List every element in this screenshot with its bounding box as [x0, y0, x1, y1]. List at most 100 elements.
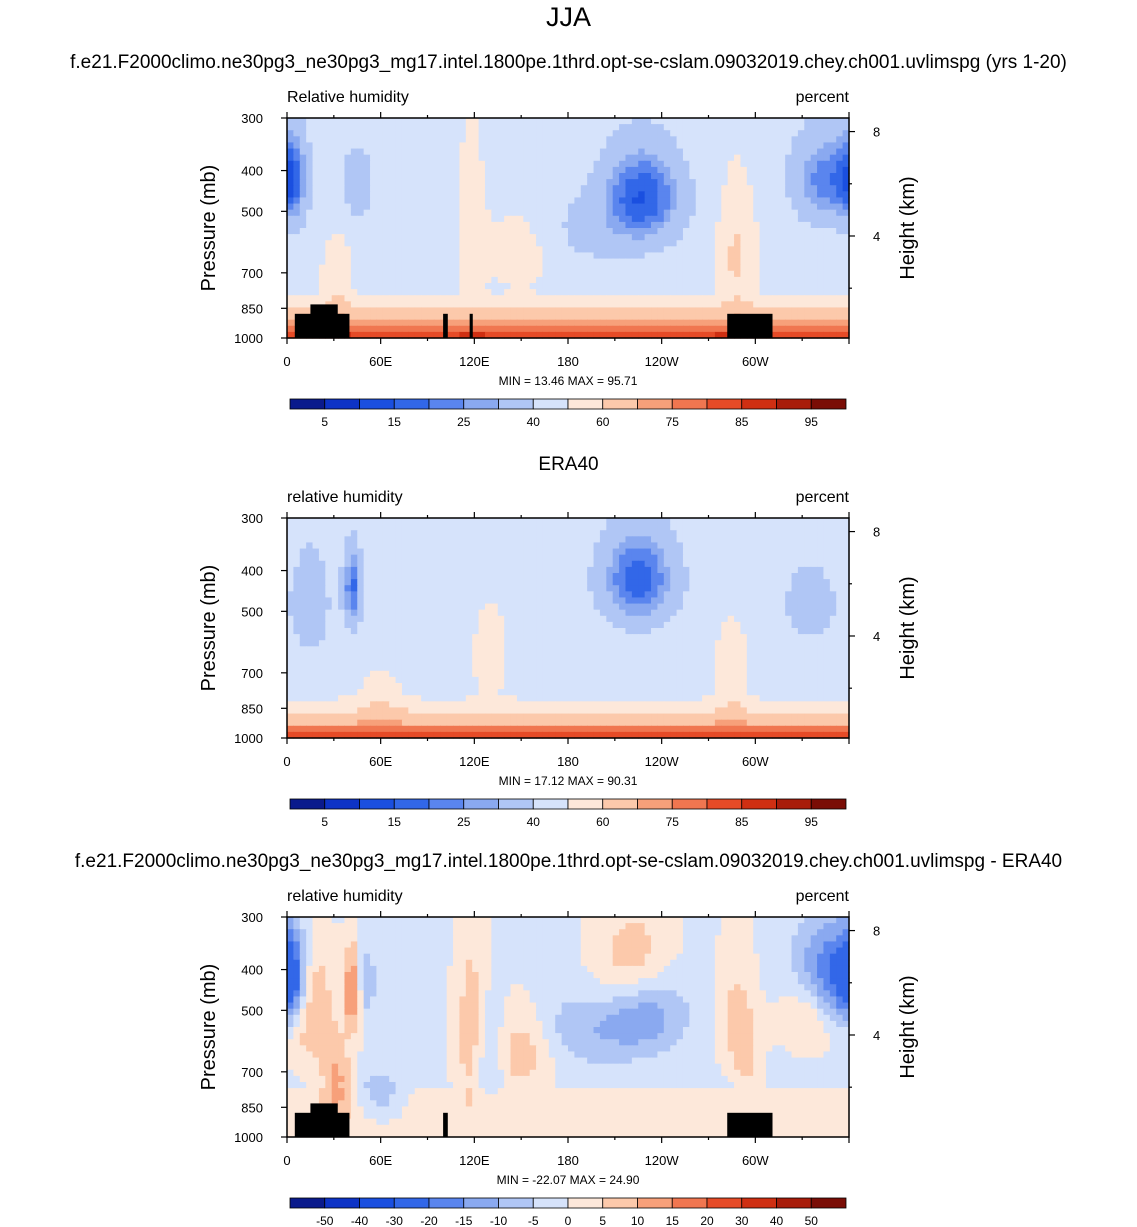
- field-cell: [682, 524, 690, 531]
- field-cell: [510, 621, 518, 629]
- field-cell: [657, 615, 665, 623]
- field-cell: [817, 276, 825, 284]
- field-cell: [714, 215, 722, 223]
- field-cell: [676, 573, 684, 580]
- field-cell: [829, 524, 837, 531]
- field-cell: [491, 542, 499, 550]
- field-cell: [433, 621, 441, 629]
- field-cell: [797, 560, 805, 568]
- field-cell: [357, 542, 365, 550]
- field-cell: [772, 524, 780, 531]
- field-cell: [746, 246, 754, 254]
- field-cell: [734, 240, 742, 247]
- field-cell: [325, 530, 333, 537]
- field-cell: [561, 628, 569, 635]
- field-cell: [395, 173, 403, 180]
- field-cell: [676, 307, 684, 315]
- field-cell: [510, 554, 518, 562]
- field-cell: [293, 530, 301, 537]
- field-cell: [651, 124, 659, 131]
- field-cell: [382, 270, 390, 278]
- field-cell: [293, 228, 301, 235]
- field-cell: [759, 221, 767, 229]
- field-cell: [663, 166, 671, 174]
- field-cell: [401, 289, 409, 296]
- field-cell: [619, 179, 627, 186]
- field-cell: [529, 603, 537, 611]
- field-cell: [433, 154, 441, 162]
- field-cell: [612, 228, 620, 235]
- field-cell: [778, 536, 786, 544]
- field-cell: [516, 136, 524, 144]
- field-cell: [810, 289, 818, 296]
- field-cell: [491, 295, 499, 302]
- field-cell: [619, 264, 627, 272]
- field-cell: [836, 136, 844, 144]
- field-cell: [638, 264, 646, 272]
- field-cell: [587, 215, 595, 223]
- field-cell: [306, 252, 314, 260]
- field-cell: [676, 621, 684, 629]
- field-cell: [344, 215, 352, 223]
- field-cell: [625, 591, 633, 599]
- field-cell: [382, 191, 390, 199]
- field-cell: [810, 319, 818, 327]
- field-cell: [670, 603, 678, 611]
- field-cell: [510, 283, 518, 290]
- field-cell: [580, 160, 588, 168]
- field-cell: [651, 307, 659, 315]
- field-cell: [791, 524, 799, 531]
- field-cell: [338, 166, 346, 174]
- field-cell: [842, 252, 850, 260]
- field-cell: [338, 530, 346, 537]
- field-cell: [484, 191, 492, 199]
- field-cell: [574, 585, 582, 592]
- field-cell: [612, 246, 620, 254]
- field-cell: [338, 240, 346, 247]
- field-cell: [497, 118, 505, 125]
- field-cell: [523, 548, 531, 556]
- field-cell: [306, 173, 314, 180]
- field-cell: [287, 597, 294, 605]
- field-cell: [548, 615, 556, 623]
- field-cell: [772, 136, 780, 144]
- field-cell: [829, 319, 837, 327]
- field-cell: [363, 325, 371, 333]
- field-cell: [389, 615, 397, 623]
- field-cell: [580, 228, 588, 235]
- field-cell: [472, 319, 480, 327]
- field-cell: [523, 228, 531, 235]
- field-cell: [331, 289, 339, 296]
- field-cell: [625, 246, 633, 254]
- field-cell: [676, 264, 684, 272]
- field-cell: [561, 554, 569, 562]
- field-cell: [536, 609, 544, 617]
- field-cell: [638, 573, 646, 580]
- field-cell: [312, 179, 320, 186]
- field-cell: [785, 215, 793, 223]
- field-cell: [510, 301, 518, 309]
- field-cell: [791, 166, 799, 174]
- field-cell: [504, 264, 512, 272]
- field-cell: [446, 240, 454, 247]
- field-cell: [389, 566, 397, 574]
- field-cell: [446, 331, 454, 339]
- field-cell: [682, 118, 690, 125]
- field-cell: [287, 270, 294, 278]
- field-cell: [446, 289, 454, 296]
- field-cell: [472, 615, 480, 623]
- field-cell: [548, 591, 556, 599]
- field-cell: [772, 142, 780, 150]
- field-cell: [504, 154, 512, 162]
- field-cell: [727, 215, 735, 223]
- field-cell: [644, 295, 652, 302]
- field-cell: [504, 258, 512, 266]
- field-cell: [791, 560, 799, 568]
- field-cell: [682, 258, 690, 266]
- field-cell: [599, 313, 607, 321]
- field-cell: [510, 136, 518, 144]
- field-cell: [459, 258, 467, 266]
- field-cell: [408, 209, 416, 217]
- field-cell: [759, 313, 767, 321]
- field-cell: [734, 307, 742, 315]
